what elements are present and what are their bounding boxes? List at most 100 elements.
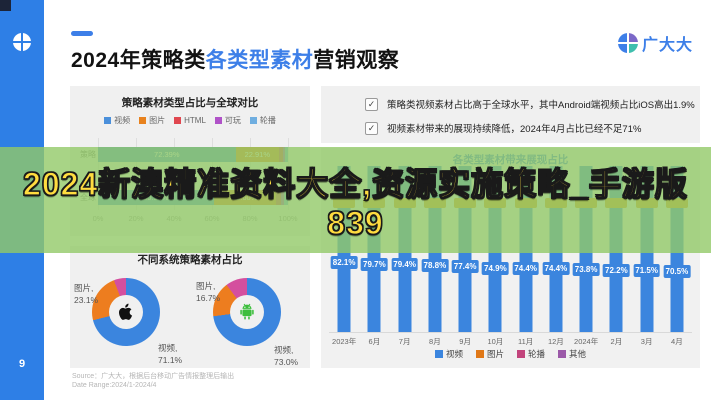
donut-center: [109, 295, 143, 329]
checkbox-checked-icon[interactable]: ✓: [365, 97, 378, 111]
video-value-label: 72.2%: [603, 264, 630, 277]
legend-label: 轮播: [259, 116, 276, 125]
image-label-value: 16.7%: [196, 293, 221, 304]
legend-swatch: [214, 117, 222, 124]
legend-item: 视频: [104, 115, 130, 126]
obscured-upper-label: [484, 198, 507, 208]
donut-chart-apple: [92, 278, 160, 346]
legend-label: 可玩: [224, 116, 241, 125]
chart-column: 71.5%: [632, 166, 662, 332]
donut-center: [230, 295, 264, 329]
segment-value-label: 32.60%: [231, 193, 258, 202]
obscured-upper-label: [333, 198, 356, 208]
x-category-label: 12月: [547, 337, 564, 346]
legend-item: 视频: [434, 348, 463, 360]
x-category-label: 8月: [429, 337, 441, 346]
video-bar: [337, 166, 351, 332]
obscured-upper-label: [454, 198, 477, 208]
x-tick-label: 60%: [204, 214, 220, 223]
checkbox-checked-icon[interactable]: ✓: [365, 121, 378, 135]
image-share-label: 图片, 23.1%: [74, 282, 98, 307]
obscured-upper-label: [514, 198, 537, 208]
legend-item: 轮播: [249, 115, 276, 126]
display-share-legend: 视频 图片 轮播 其他: [321, 348, 700, 360]
row-label: 全球: [80, 193, 96, 202]
x-tick-label: 80%: [242, 214, 258, 223]
video-value-label: 78.8%: [421, 259, 449, 272]
image-label-value: 23.1%: [74, 295, 99, 306]
video-bar: [609, 166, 623, 332]
legend-item: HTML: [174, 115, 206, 126]
type-vs-global-legend: 视频 图片 HTML 可玩 轮播: [70, 115, 310, 126]
x-category-label: 3月: [640, 337, 653, 346]
legend-item: 可玩: [214, 115, 241, 126]
chart-column: 79.7%: [359, 166, 389, 332]
segment-value-label: 60.90%: [143, 193, 169, 202]
panel-type-vs-global: 策略素材类型占比与全球对比 视频 图片 HTML 可玩 轮播 0% 20% 40% 60% 80…: [70, 86, 310, 236]
apple-logo-icon: [119, 303, 133, 320]
chart-column: 72.2%: [601, 166, 631, 332]
x-category-label: 11月: [517, 337, 534, 346]
obscured-upper-label: [393, 198, 416, 208]
row-label: 策略: [80, 150, 96, 159]
insight-row: ✓ 视频素材带来的展现持续降低，2024年4月占比已经不足71%: [365, 121, 641, 135]
bar-segment: [284, 147, 288, 162]
video-label-text: 视频,: [158, 343, 178, 353]
stacked-bar: 72.39% 22.91%: [98, 147, 288, 162]
stacked-bar-row: 策略 72.39% 22.91%: [74, 147, 288, 162]
obscured-upper-label: [575, 198, 598, 208]
video-bar: [428, 166, 442, 332]
source-line: Source：广大大，根据后台移动广告情报整理后输出: [72, 373, 235, 380]
obscured-upper-label: [363, 198, 386, 208]
legend-swatch: [475, 350, 484, 358]
chart-column: 73.8%: [571, 166, 601, 332]
panel-os-share: 不同系统策略素材占比 图片, 23.1% 视频, 71.1% 图片, 16.7% 视频, 73…: [70, 246, 310, 368]
video-value-label: 74.4%: [542, 262, 570, 275]
video-value-label: 79.4%: [391, 258, 418, 271]
legend-item: 图片: [139, 115, 165, 126]
brand-name: 广大大: [642, 37, 694, 54]
os-share-title: 不同系统策略素材占比: [137, 254, 243, 266]
video-bar: [640, 166, 654, 332]
video-bar: [519, 166, 533, 332]
segment-value-label: 72.39%: [154, 150, 180, 159]
android-logo-icon: [240, 303, 254, 320]
video-value-label: 71.5%: [633, 264, 660, 277]
page-number: 9: [18, 358, 26, 370]
x-category-label: 10月: [487, 337, 504, 346]
legend-item: 图片: [475, 348, 504, 360]
gridline: [288, 138, 289, 210]
x-category-label: 2023年: [332, 337, 357, 346]
legend-swatch: [174, 117, 182, 124]
video-label-value: 71.1%: [158, 355, 183, 366]
stacked-bar: 60.90% 32.60%: [98, 190, 288, 205]
type-vs-global-title: 策略素材类型占比与全球对比: [121, 97, 259, 109]
legend-swatch: [249, 117, 257, 124]
legend-swatch: [104, 117, 112, 124]
chart-column: 82.1%: [329, 166, 359, 332]
legend-item: 轮播: [517, 348, 545, 360]
video-bar: [488, 166, 502, 332]
video-value-label: 74.4%: [512, 262, 539, 275]
legend-swatch: [434, 350, 443, 358]
legend-label: HTML: [184, 116, 206, 125]
date-range-line: Date Range:2024/1-2024/4: [72, 382, 157, 389]
corner-accent-square: [0, 0, 11, 11]
legend-swatch: [139, 117, 147, 124]
video-share-label: 视频, 71.1%: [158, 342, 182, 367]
x-tick-label: 20%: [128, 214, 144, 223]
video-value-label: 74.9%: [482, 262, 509, 275]
x-category-label: 9月: [459, 337, 471, 346]
chart-column: 79.4%: [390, 166, 420, 332]
insight-text: 视频素材带来的展现持续降低，2024年4月占比已经不足71%: [387, 124, 642, 135]
chart-column: 74.9%: [480, 166, 510, 332]
bar-segment: 32.60%: [213, 190, 276, 205]
stacked-bar-row: 全球 60.90% 32.60%: [74, 190, 288, 205]
legend-item: 其他: [558, 348, 586, 360]
insight-row: ✓ 策略类视频素材占比高于全球水平，其中Android端视频占比iOS高出1.9%: [365, 97, 695, 111]
obscured-upper-label: [605, 198, 628, 208]
video-bar: [579, 166, 593, 332]
bar-segment: 60.90%: [98, 190, 214, 205]
sidebar: 9: [0, 0, 44, 400]
